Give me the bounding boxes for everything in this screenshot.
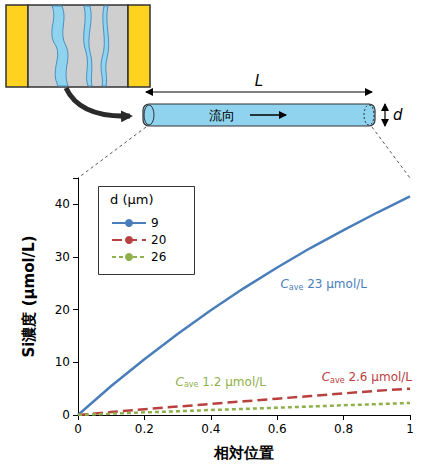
svg-text:C: C (175, 374, 184, 389)
svg-text:ave: ave (330, 376, 345, 385)
svg-text:流向: 流向 (209, 108, 235, 123)
svg-text:0.2: 0.2 (135, 422, 154, 436)
svg-text:0: 0 (62, 408, 70, 422)
svg-text:1.2 μmol/L: 1.2 μmol/L (199, 375, 267, 389)
svg-text:d: d (393, 106, 403, 124)
svg-text:20: 20 (55, 303, 70, 317)
svg-text:1: 1 (406, 422, 414, 436)
svg-text:26: 26 (151, 250, 166, 264)
svg-text:ave: ave (184, 380, 199, 389)
svg-text:0.6: 0.6 (268, 422, 287, 436)
svg-text:10: 10 (55, 355, 70, 369)
svg-text:0: 0 (74, 422, 82, 436)
svg-text:C: C (280, 277, 289, 292)
svg-text:0.8: 0.8 (334, 422, 353, 436)
svg-text:2.6 μmol/L: 2.6 μmol/L (345, 370, 413, 384)
svg-text:C: C (321, 370, 330, 385)
svg-text:30: 30 (55, 250, 70, 264)
svg-text:L: L (255, 72, 263, 90)
svg-text:20: 20 (151, 233, 166, 247)
svg-text:相対位置: 相対位置 (213, 444, 274, 462)
svg-text:d (μm): d (μm) (110, 192, 153, 207)
svg-text:9: 9 (151, 216, 159, 230)
svg-text:0.4: 0.4 (201, 422, 220, 436)
svg-text:Si濃度 (μmol/L): Si濃度 (μmol/L) (20, 235, 38, 357)
svg-text:40: 40 (55, 197, 70, 211)
svg-text:23 μmol/L: 23 μmol/L (303, 277, 367, 291)
svg-text:ave: ave (289, 283, 304, 292)
